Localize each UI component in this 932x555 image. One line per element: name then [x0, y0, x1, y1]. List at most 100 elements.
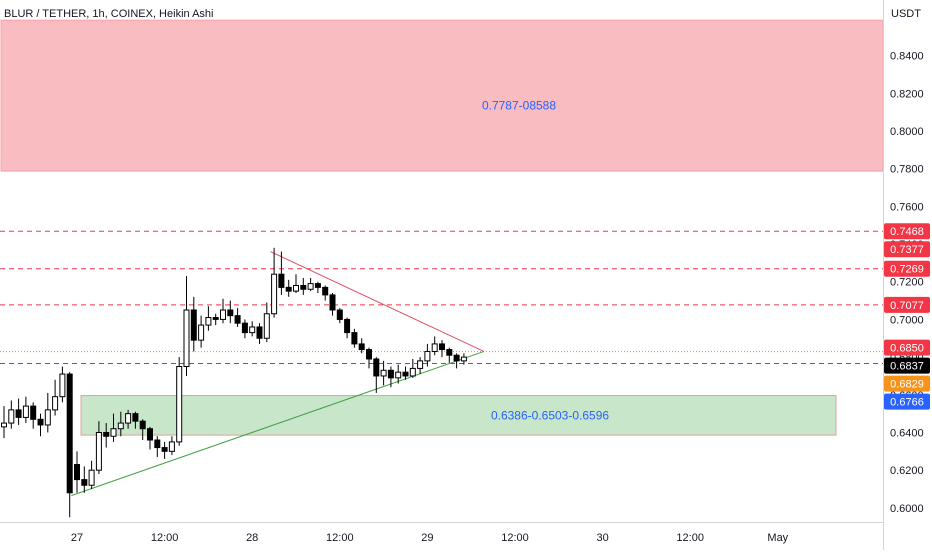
y-tick-label: 0.7200 [890, 277, 924, 289]
candle-down [330, 295, 335, 310]
candle-down [155, 440, 160, 448]
x-tick-label: 29 [421, 532, 433, 544]
candle-up [9, 410, 14, 423]
candle-down [454, 355, 459, 361]
candle-down [228, 310, 233, 316]
x-tick-label: 30 [596, 532, 608, 544]
price-label-text: 0.7377 [890, 244, 924, 256]
x-tick-label: 12:00 [151, 532, 179, 544]
candle-up [60, 374, 65, 397]
price-label-resistance: 0.7269 [884, 261, 930, 277]
candle-down [16, 410, 21, 418]
candle-down [337, 310, 342, 319]
candle-down [235, 316, 240, 324]
candle-up [45, 410, 50, 425]
candle-down [213, 318, 218, 320]
candle-up [381, 370, 386, 376]
chart-title: BLUR / TETHER, 1h, COINEX, Heikin Ashi [4, 8, 213, 20]
price-label-text: 0.6850 [890, 343, 924, 355]
candle-down [38, 419, 43, 425]
currency-label: USDT [891, 8, 921, 20]
candle-up [425, 351, 430, 360]
candle [177, 357, 182, 446]
candle-up [89, 470, 94, 485]
candle-up [177, 367, 182, 442]
candle-up [418, 361, 423, 369]
price-label-text: 0.7468 [890, 226, 924, 238]
candle-down [345, 319, 350, 332]
candle-up [250, 327, 255, 333]
x-tick-label: 12:00 [501, 532, 529, 544]
candle-down [374, 359, 379, 376]
price-label-text: 0.7077 [890, 300, 924, 312]
candle-down [367, 350, 372, 359]
candle-down [440, 344, 445, 350]
y-tick-label: 0.8000 [890, 126, 924, 138]
candle-up [264, 314, 269, 338]
candle-up [118, 423, 123, 429]
candle-down [31, 406, 36, 419]
x-tick-label: 28 [246, 532, 258, 544]
candle-down [75, 465, 80, 480]
y-tick-label: 0.7600 [890, 201, 924, 213]
price-label-current: 0.6837 [884, 358, 930, 374]
candle-up [396, 372, 401, 378]
y-tick-label: 0.8200 [890, 88, 924, 100]
candle-up [308, 284, 313, 290]
candle-down [403, 372, 408, 376]
support-zone [81, 396, 836, 436]
candle-down [133, 414, 138, 422]
candle-down [257, 327, 262, 338]
candle-down [67, 374, 72, 493]
price-label-support: 0.6766 [884, 394, 930, 410]
x-tick-label: 12:00 [676, 532, 704, 544]
candle-down [447, 350, 452, 356]
candle-up [23, 406, 28, 417]
candle-down [315, 284, 320, 288]
candle-up [53, 397, 58, 410]
x-tick-label: 27 [71, 532, 83, 544]
candle-up [410, 368, 415, 376]
price-label-text: 0.6837 [890, 361, 924, 373]
candle-up [461, 357, 466, 361]
candle-down [279, 274, 284, 287]
candle-up [111, 429, 116, 437]
support-zone-label: 0.6386-0.6503-0.6596 [491, 408, 609, 422]
candle-up [294, 285, 299, 291]
resistance-zone-label: 0.7787-08588 [482, 99, 556, 113]
price-label-resistance: 0.6850 [884, 340, 930, 356]
x-tick-label: 12:00 [326, 532, 354, 544]
candle-down [148, 429, 153, 440]
candle-down [359, 344, 364, 350]
candle-up [96, 432, 101, 470]
candle-up [432, 344, 437, 352]
price-label-text: 0.7269 [890, 264, 924, 276]
y-tick-label: 0.7000 [890, 314, 924, 326]
candle-up [272, 274, 277, 314]
candle-down [388, 370, 393, 378]
candle-up [169, 442, 174, 451]
candle-up [221, 310, 226, 319]
candle-down [352, 333, 357, 344]
y-tick-label: 0.6200 [890, 465, 924, 477]
resistance-zone [1, 20, 883, 171]
candle-down [191, 310, 196, 340]
candle-up [184, 310, 189, 367]
y-tick-label: 0.6000 [890, 503, 924, 515]
price-label-text: 0.6766 [890, 397, 924, 409]
candle-down [301, 285, 306, 289]
candle-up [206, 318, 211, 326]
y-tick-label: 0.7800 [890, 164, 924, 176]
price-label-resistance: 0.7077 [884, 297, 930, 313]
candle-up [126, 414, 131, 423]
candle-down [323, 287, 328, 295]
candle-down [104, 432, 109, 436]
candle-up [2, 423, 7, 427]
candle-down [162, 448, 167, 452]
y-tick-label: 0.8400 [890, 51, 924, 63]
candle-down [286, 287, 291, 291]
x-tick-label: May [767, 532, 788, 544]
candle-up [199, 325, 204, 340]
